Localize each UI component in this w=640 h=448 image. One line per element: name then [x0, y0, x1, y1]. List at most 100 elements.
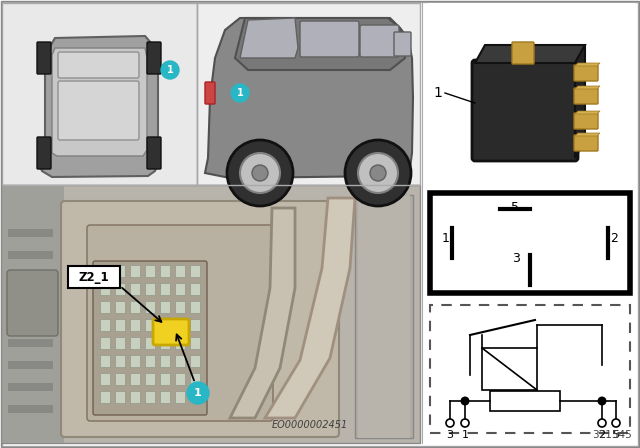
- Bar: [100, 373, 110, 385]
- Bar: [175, 319, 185, 331]
- Polygon shape: [52, 48, 147, 156]
- FancyBboxPatch shape: [360, 25, 399, 57]
- Bar: [115, 265, 125, 277]
- Polygon shape: [575, 133, 600, 136]
- Bar: [8, 339, 53, 347]
- FancyBboxPatch shape: [147, 137, 161, 169]
- Bar: [8, 251, 53, 259]
- Circle shape: [358, 153, 398, 193]
- FancyBboxPatch shape: [574, 135, 598, 151]
- Circle shape: [461, 419, 469, 427]
- Bar: [2, 185, 420, 443]
- FancyBboxPatch shape: [58, 52, 139, 78]
- Bar: [482, 348, 537, 390]
- Bar: [160, 283, 170, 295]
- Text: 3: 3: [447, 430, 454, 440]
- Bar: [190, 319, 200, 331]
- Bar: [8, 295, 53, 303]
- FancyBboxPatch shape: [61, 201, 339, 437]
- Bar: [2, 3, 197, 185]
- Bar: [190, 391, 200, 403]
- Circle shape: [598, 396, 607, 405]
- Polygon shape: [475, 45, 585, 63]
- Text: 5: 5: [511, 201, 519, 214]
- Bar: [145, 373, 155, 385]
- Bar: [145, 337, 155, 349]
- Bar: [430, 305, 630, 433]
- Text: 5: 5: [612, 430, 620, 440]
- Bar: [145, 391, 155, 403]
- Bar: [190, 283, 200, 295]
- Polygon shape: [235, 18, 405, 70]
- Text: 1: 1: [194, 388, 202, 398]
- Bar: [160, 301, 170, 313]
- Bar: [175, 355, 185, 367]
- Bar: [115, 337, 125, 349]
- Circle shape: [446, 419, 454, 427]
- Bar: [175, 391, 185, 403]
- Bar: [190, 355, 200, 367]
- Bar: [490, 391, 560, 411]
- FancyBboxPatch shape: [58, 81, 139, 140]
- Circle shape: [227, 140, 293, 206]
- Bar: [175, 265, 185, 277]
- Bar: [115, 283, 125, 295]
- Bar: [115, 355, 125, 367]
- Bar: [100, 319, 110, 331]
- Bar: [2, 185, 64, 443]
- Bar: [100, 265, 110, 277]
- Text: Z2_1: Z2_1: [79, 271, 109, 284]
- FancyBboxPatch shape: [574, 65, 598, 81]
- FancyBboxPatch shape: [472, 60, 578, 161]
- Polygon shape: [230, 208, 295, 418]
- Bar: [190, 301, 200, 313]
- Bar: [160, 373, 170, 385]
- Text: 3: 3: [512, 251, 520, 264]
- Bar: [115, 319, 125, 331]
- FancyBboxPatch shape: [574, 113, 598, 129]
- Bar: [145, 301, 155, 313]
- Text: 371545: 371545: [592, 430, 632, 440]
- Bar: [100, 283, 110, 295]
- Bar: [130, 391, 140, 403]
- Bar: [190, 265, 200, 277]
- Bar: [130, 265, 140, 277]
- Text: 1: 1: [166, 65, 173, 75]
- FancyBboxPatch shape: [153, 319, 189, 345]
- Bar: [160, 391, 170, 403]
- Circle shape: [370, 165, 386, 181]
- Text: 1: 1: [442, 232, 450, 245]
- Bar: [8, 229, 53, 237]
- Bar: [100, 391, 110, 403]
- Text: 2: 2: [610, 232, 618, 245]
- Bar: [115, 301, 125, 313]
- FancyBboxPatch shape: [205, 82, 215, 104]
- Bar: [430, 193, 630, 293]
- Bar: [428, 3, 635, 188]
- FancyBboxPatch shape: [300, 21, 359, 57]
- Bar: [190, 337, 200, 349]
- Text: 1: 1: [461, 430, 468, 440]
- Bar: [8, 405, 53, 413]
- Polygon shape: [40, 36, 158, 177]
- Bar: [115, 391, 125, 403]
- Bar: [175, 301, 185, 313]
- Bar: [130, 283, 140, 295]
- Bar: [145, 355, 155, 367]
- Circle shape: [345, 140, 411, 206]
- Bar: [190, 373, 200, 385]
- Bar: [175, 337, 185, 349]
- FancyBboxPatch shape: [37, 137, 51, 169]
- Polygon shape: [575, 111, 600, 114]
- Bar: [100, 301, 110, 313]
- Bar: [8, 383, 53, 391]
- Text: EO0000002451: EO0000002451: [272, 420, 348, 430]
- Polygon shape: [575, 63, 600, 66]
- Bar: [130, 373, 140, 385]
- FancyBboxPatch shape: [147, 42, 161, 74]
- Bar: [358, 195, 410, 438]
- Bar: [160, 319, 170, 331]
- Polygon shape: [575, 86, 600, 89]
- Polygon shape: [205, 18, 413, 178]
- Text: 2: 2: [598, 430, 605, 440]
